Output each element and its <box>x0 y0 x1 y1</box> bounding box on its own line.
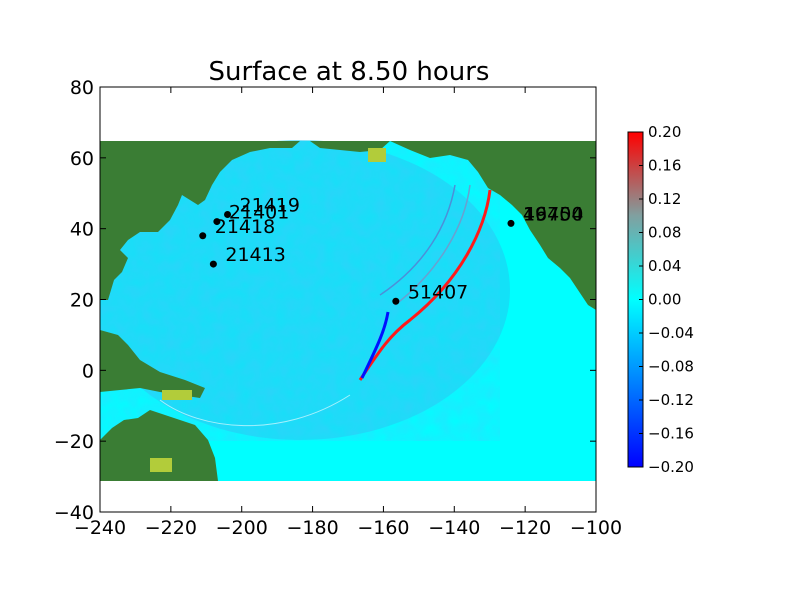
y-tick-label: 60 <box>70 148 94 170</box>
gauge-label: 21401 <box>229 202 289 224</box>
y-tick-label: 40 <box>70 219 94 241</box>
gauge-label: 19750 <box>523 203 583 225</box>
x-tick-label: −140 <box>428 517 480 539</box>
colorbar-tick-label: 0.16 <box>648 157 681 175</box>
land-accent <box>150 458 172 472</box>
colorbar-tick-label: −0.08 <box>648 358 694 376</box>
x-tick-label: −160 <box>357 517 409 539</box>
colorbar-tick-label: −0.04 <box>648 324 694 342</box>
wavefront-red <box>358 189 492 381</box>
gauge-label: 21418 <box>215 216 275 238</box>
wavefront-inner <box>394 184 471 306</box>
x-tick-label: −220 <box>145 517 197 539</box>
x-axis: −240 −220 −200 −180 −160 −140 −120 −100 <box>74 87 622 539</box>
gauge-label: 21419 <box>240 195 300 217</box>
colorbar-tick-label: −0.12 <box>648 391 694 409</box>
x-tick-label: −120 <box>499 517 551 539</box>
colorbar-tick-label: −0.16 <box>648 425 694 443</box>
chart-title: Surface at 8.50 hours <box>209 57 490 87</box>
colorbar-tick-label: 0.12 <box>648 190 681 208</box>
x-tick-label: −180 <box>286 517 338 539</box>
colorbar-tick-label: 0.08 <box>648 224 681 242</box>
x-tick-label: −240 <box>74 517 126 539</box>
colorbar-tick-label: −0.20 <box>648 458 694 476</box>
gauge-marker <box>224 211 232 218</box>
colorbar-tick-label: 0.00 <box>648 291 681 309</box>
gauge-label: 46404 <box>523 203 583 225</box>
land-indonesia <box>100 330 205 398</box>
y-tick-label: −40 <box>54 502 94 524</box>
wavefront-ring <box>159 394 351 427</box>
gauge-marker <box>392 297 400 305</box>
wavefront-inner <box>379 184 456 296</box>
gauge-label: 51407 <box>408 281 468 303</box>
land-accent <box>162 390 192 400</box>
map-layer <box>100 140 596 481</box>
y-tick-label: −20 <box>54 431 94 453</box>
y-tick-label: 20 <box>70 290 94 312</box>
land-australia <box>100 410 218 481</box>
x-tick-label: −200 <box>216 517 268 539</box>
colorbar-ticks: −0.20 −0.16 −0.12 −0.08 −0.04 0.00 0.04 0.08 0.1… <box>639 123 694 476</box>
y-tick-label: 0 <box>82 360 94 382</box>
colorbar-tick-label: 0.20 <box>648 123 681 141</box>
gauge-marker <box>507 219 515 227</box>
land-north-america <box>390 141 596 310</box>
y-axis: −40 −20 0 20 40 60 80 <box>54 77 596 524</box>
y-tick-label: 80 <box>70 77 94 99</box>
gauge-marker <box>209 260 217 268</box>
gauge-marker <box>199 232 207 240</box>
land-accent <box>368 148 386 162</box>
wavefront-blue <box>360 311 390 379</box>
land-japan <box>100 250 128 300</box>
gauge-marker <box>213 218 221 226</box>
gauge-label: 1 <box>523 203 535 225</box>
land-asia-north <box>100 141 300 250</box>
colorbar-tick-label: 0.04 <box>648 257 681 275</box>
gauge-label: 21413 <box>225 244 285 266</box>
x-tick-label: −100 <box>570 517 622 539</box>
